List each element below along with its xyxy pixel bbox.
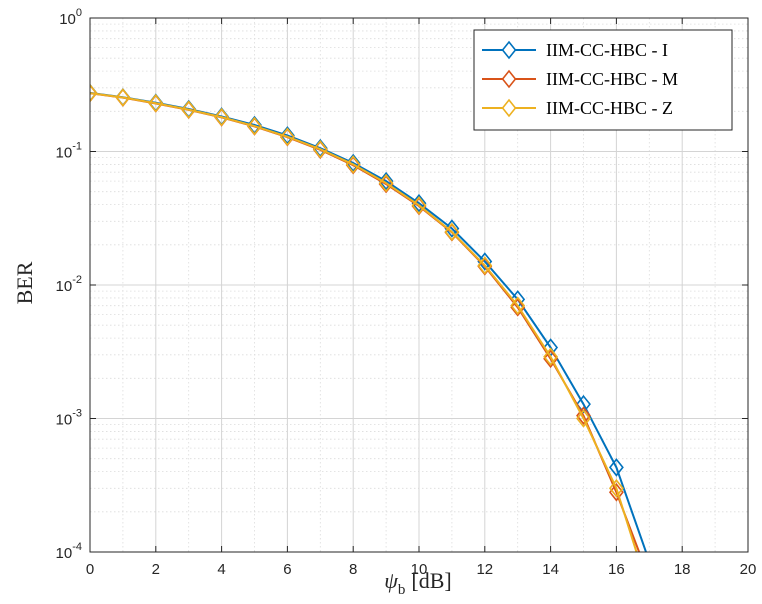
data-point xyxy=(90,83,98,103)
data-point xyxy=(115,88,131,107)
data-point xyxy=(608,479,624,498)
data-point xyxy=(279,126,295,145)
data-point xyxy=(378,173,394,193)
data-point xyxy=(247,116,262,136)
data-point xyxy=(477,256,493,275)
x-tick-label: 16 xyxy=(608,561,625,578)
x-tick-label: 2 xyxy=(152,561,160,578)
data-point xyxy=(345,153,361,173)
y-axis-title: BER xyxy=(12,261,37,304)
x-axis-title: ψb [dB] xyxy=(384,568,452,598)
x-tick-label: 0 xyxy=(86,561,94,578)
data-point xyxy=(576,409,591,428)
legend-item-3: IIM-CC-HBC - Z xyxy=(482,98,673,118)
y-tick-label: 100 xyxy=(59,7,82,28)
legend-label: IIM-CC-HBC - Z xyxy=(546,98,673,118)
data-point xyxy=(543,349,559,369)
x-axis-subscript: b xyxy=(398,582,406,598)
x-tick-label: 6 xyxy=(283,561,291,578)
legend: IIM-CC-HBC - I IIM-CC-HBC - M IIM-CC-HBC -… xyxy=(473,29,733,131)
x-tick-label: 12 xyxy=(476,561,493,578)
data-point xyxy=(608,483,624,502)
legend-item-1: IIM-CC-HBC - I xyxy=(482,40,668,60)
series-3 xyxy=(90,83,638,552)
ticks: 0 2 4 6 8 10 12 14 16 18 20 100 10-1 10-2 10-3 10-4 xyxy=(56,7,757,578)
data-point xyxy=(411,196,427,215)
data-point xyxy=(477,252,493,271)
legend-item-2: IIM-CC-HBC - M xyxy=(482,69,678,89)
data-point xyxy=(312,139,328,159)
y-tick-label: 10-4 xyxy=(56,541,82,562)
y-tick-label: 10-2 xyxy=(56,274,82,295)
data-point xyxy=(345,155,361,174)
x-axis-symbol: ψ xyxy=(384,568,398,593)
legend-label: IIM-CC-HBC - M xyxy=(546,69,678,89)
x-tick-label: 4 xyxy=(217,561,225,578)
data-point xyxy=(576,394,591,414)
legend-marker xyxy=(501,98,517,118)
series-layer xyxy=(90,83,648,552)
y-tick-label: 10-3 xyxy=(56,408,82,429)
data-point xyxy=(576,406,591,425)
x-tick-label: 18 xyxy=(674,561,691,578)
data-point xyxy=(181,100,197,119)
data-point xyxy=(378,171,394,191)
data-point xyxy=(411,193,427,213)
y-tick-label: 10-1 xyxy=(56,141,82,162)
x-tick-label: 8 xyxy=(349,561,357,578)
data-point xyxy=(279,127,295,147)
x-tick-label: 20 xyxy=(740,561,757,578)
data-point xyxy=(214,107,230,127)
x-tick-label: 14 xyxy=(542,561,559,578)
legend-marker xyxy=(501,40,517,60)
data-point xyxy=(444,219,460,238)
x-tick-label: 10 xyxy=(411,561,428,578)
data-point xyxy=(510,296,526,315)
x-axis-unit: [dB] xyxy=(411,568,451,593)
data-point xyxy=(148,93,164,113)
legend-label: IIM-CC-HBC - I xyxy=(546,40,668,60)
data-point xyxy=(543,347,559,367)
data-point xyxy=(444,222,460,242)
legend-marker xyxy=(501,69,517,89)
data-point xyxy=(510,298,526,317)
data-point xyxy=(608,458,624,477)
